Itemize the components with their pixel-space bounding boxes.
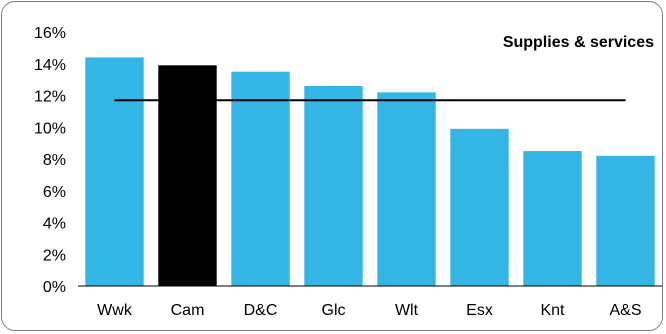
y-tick-label: 8% (43, 152, 66, 169)
x-axis-ticks: Wwk Cam D&C Glc Wlt Esx Knt A&S (97, 302, 641, 319)
x-tick-label: Wlt (395, 302, 419, 319)
bar-wwk (85, 57, 144, 287)
bar-dc (231, 71, 290, 286)
x-tick-label: Cam (171, 302, 205, 319)
y-tick-label: 12% (34, 89, 66, 106)
x-tick-label: D&C (244, 302, 278, 319)
bar-esx (450, 128, 509, 286)
y-tick-label: 6% (43, 184, 66, 201)
y-tick-label: 0% (43, 279, 66, 296)
bar-glc (304, 85, 363, 286)
y-tick-label: 4% (43, 216, 66, 233)
y-tick-label: 14% (34, 57, 66, 74)
y-tick-label: 2% (43, 247, 66, 264)
x-tick-label: Knt (540, 302, 565, 319)
x-tick-label: Glc (322, 302, 346, 319)
y-tick-label: 16% (34, 25, 66, 42)
bar-knt (523, 151, 582, 286)
y-tick-label: 10% (34, 120, 66, 137)
x-tick-label: Wwk (97, 302, 133, 319)
bars (85, 57, 655, 287)
chart-title: Supplies & services (503, 34, 654, 51)
bar-wlt (377, 92, 436, 286)
y-axis-ticks: 0% 2% 4% 6% 8% 10% 12% 14% 16% (34, 25, 66, 296)
x-tick-label: Esx (466, 302, 493, 319)
x-tick-label: A&S (609, 302, 641, 319)
bar-as (596, 155, 655, 286)
bar-cam (158, 65, 217, 287)
